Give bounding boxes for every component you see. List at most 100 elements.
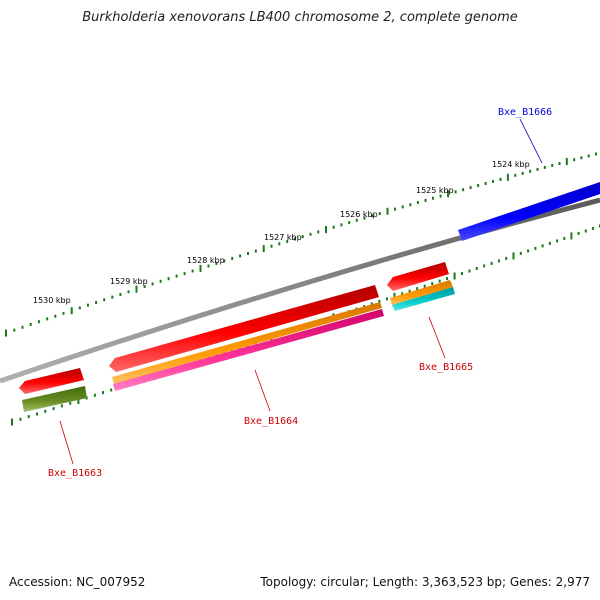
major-tick-mark xyxy=(506,173,509,181)
callout-lines xyxy=(59,118,543,465)
major-tick-mark xyxy=(262,245,265,253)
minor-tick-mark xyxy=(317,230,320,234)
gene-label-bxe-b1664[interactable]: Bxe_B1664 xyxy=(244,416,298,427)
cds-bxe-b1665-orange[interactable] xyxy=(390,280,453,305)
minor-tick-mark xyxy=(416,287,419,291)
minor-tick-mark xyxy=(401,205,404,209)
minor-tick-mark xyxy=(348,221,351,225)
minor-tick-mark xyxy=(483,264,486,268)
minor-tick-mark xyxy=(386,297,388,301)
minor-tick-mark xyxy=(19,417,22,421)
cds-bxe-b1665-cyan[interactable] xyxy=(392,287,455,311)
major-tick-mark xyxy=(570,232,573,240)
minor-tick-mark xyxy=(215,261,218,265)
minor-tick-mark xyxy=(475,267,478,270)
minor-tick-mark xyxy=(499,177,502,181)
minor-tick-mark xyxy=(183,272,186,276)
minor-tick-mark xyxy=(54,314,57,318)
minor-tick-mark xyxy=(477,184,480,187)
minor-tick-mark xyxy=(378,300,381,303)
minor-tick-mark xyxy=(492,179,494,183)
minor-tick-mark xyxy=(519,251,522,255)
minor-tick-mark xyxy=(371,214,374,218)
minor-tick-mark xyxy=(87,303,89,307)
minor-tick-mark xyxy=(497,259,500,263)
minor-tick-mark xyxy=(44,409,47,413)
cds-bxe-b1663-olive[interactable] xyxy=(22,386,87,412)
major-tick-mark xyxy=(393,292,396,300)
callout-bxe-b1663 xyxy=(59,420,74,465)
major-tick-mark xyxy=(199,265,202,272)
minor-tick-mark xyxy=(438,279,441,283)
minor-tick-mark xyxy=(529,169,532,173)
major-tick-mark xyxy=(5,329,7,337)
tick-label: 1527 kbp xyxy=(264,233,302,242)
minor-tick-mark xyxy=(536,167,539,171)
gene-bxe-b1665-reverse[interactable] xyxy=(387,262,449,291)
tick-label: 1524 kbp xyxy=(492,160,530,169)
minor-tick-mark xyxy=(340,223,343,227)
gene-labels: Bxe_B1666 Bxe_B1665 Bxe_B1664 Bxe_B1663 xyxy=(48,107,552,479)
tick-label: 1525 kbp xyxy=(416,186,454,195)
cds-bxe-b1664-orange[interactable] xyxy=(112,302,382,384)
minor-tick-mark xyxy=(556,239,559,243)
callout-bxe-b1664 xyxy=(254,369,271,412)
map-title: Burkholderia xenovorans LB400 chromosome… xyxy=(82,10,518,25)
minor-tick-mark xyxy=(431,282,434,286)
minor-tick-mark xyxy=(175,274,178,278)
minor-tick-mark xyxy=(102,391,104,395)
minor-tick-mark xyxy=(78,306,81,310)
callout-bxe-b1666 xyxy=(519,118,543,164)
gene-bxe-b1664-reverse[interactable] xyxy=(109,285,379,372)
minor-tick-mark xyxy=(37,320,40,324)
minor-tick-mark xyxy=(254,249,257,253)
minor-tick-mark xyxy=(127,290,130,294)
callout-bxe-b1665 xyxy=(428,316,446,359)
major-tick-mark xyxy=(453,272,456,280)
minor-tick-mark xyxy=(93,393,96,397)
minor-tick-mark xyxy=(543,165,546,169)
minor-tick-mark xyxy=(446,277,449,281)
minor-tick-mark xyxy=(563,236,566,240)
gene-bxe-b1663-reverse[interactable] xyxy=(19,368,84,394)
minor-tick-mark xyxy=(490,261,493,265)
tick-labels: 1524 kbp 1525 kbp 1526 kbp 1527 kbp 1528… xyxy=(33,160,530,305)
minor-tick-mark xyxy=(95,301,98,304)
minor-tick-mark xyxy=(270,244,273,248)
minor-tick-mark xyxy=(409,203,412,207)
minor-tick-mark xyxy=(401,292,404,296)
minor-tick-mark xyxy=(355,218,358,222)
minor-tick-mark xyxy=(370,302,373,306)
minor-tick-mark xyxy=(143,285,146,288)
minor-tick-mark xyxy=(247,252,249,255)
minor-tick-mark xyxy=(527,249,530,253)
tick-label: 1528 kbp xyxy=(187,256,225,265)
gene-label-bxe-b1663[interactable]: Bxe_B1663 xyxy=(48,468,102,479)
gene-label-bxe-b1665[interactable]: Bxe_B1665 xyxy=(419,362,473,373)
major-tick-mark xyxy=(11,418,13,426)
major-tick-mark xyxy=(565,158,568,166)
major-tick-mark xyxy=(135,285,138,293)
minor-tick-mark xyxy=(309,232,312,236)
minor-tick-mark xyxy=(432,196,434,200)
minor-tick-mark xyxy=(548,241,551,245)
minor-tick-mark xyxy=(36,412,38,416)
minor-tick-mark xyxy=(13,328,16,332)
accession-label: Accession: NC_007952 xyxy=(9,575,146,589)
minor-tick-mark xyxy=(69,401,72,405)
minor-tick-mark xyxy=(103,298,106,302)
outer-tick-track xyxy=(5,152,597,337)
genome-backbone xyxy=(0,197,600,384)
gene-bxe-b1666-forward[interactable] xyxy=(458,182,600,241)
minor-tick-mark xyxy=(521,171,524,175)
topology-summary: Topology: circular; Length: 3,363,523 bp… xyxy=(260,575,590,589)
minor-tick-mark xyxy=(293,237,296,241)
gene-label-bxe-b1666[interactable]: Bxe_B1666 xyxy=(498,107,552,118)
minor-tick-mark xyxy=(462,188,465,192)
cds-bxe-b1664-magenta[interactable] xyxy=(113,309,384,391)
minor-tick-mark xyxy=(461,272,463,275)
minor-tick-mark xyxy=(573,158,576,162)
tick-label: 1529 kbp xyxy=(110,277,148,286)
minor-tick-mark xyxy=(223,259,226,263)
